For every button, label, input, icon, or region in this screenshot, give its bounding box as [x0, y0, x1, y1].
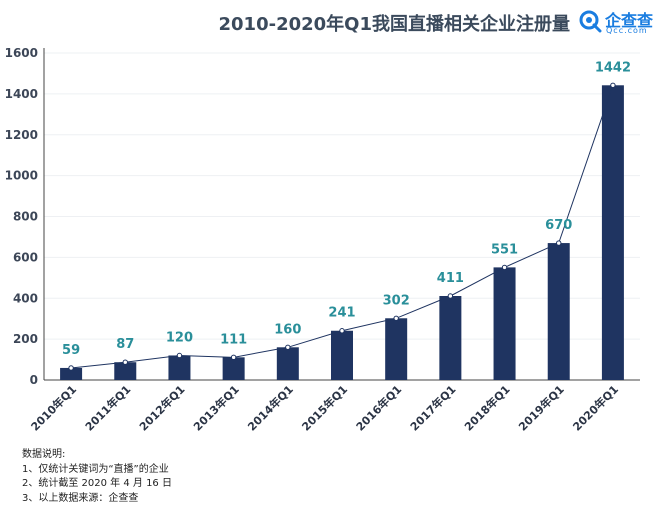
- data-label: 87: [116, 337, 134, 352]
- bar: [493, 267, 516, 380]
- x-tick-label: 2019年Q1: [515, 382, 566, 433]
- data-label: 241: [328, 306, 355, 321]
- x-tick-label: 2012年Q1: [136, 382, 187, 433]
- trend-point: [230, 354, 237, 361]
- bar: [222, 357, 245, 380]
- x-tick-label: 2017年Q1: [407, 382, 458, 433]
- y-tick-label: 1200: [5, 128, 38, 142]
- y-tick-label: 1000: [5, 169, 38, 183]
- data-notes: 数据说明: 1、仅统计关键词为“直播”的企业 2、统计截至 2020 年 4 月…: [22, 448, 172, 506]
- data-label: 411: [437, 271, 464, 286]
- y-tick-label: 200: [13, 332, 38, 346]
- trend-point: [556, 240, 562, 246]
- y-tick-label: 400: [13, 291, 38, 305]
- bar: [601, 85, 624, 380]
- x-tick-label: 2020年Q1: [570, 382, 621, 433]
- brand-url: Qcc.com: [606, 26, 648, 35]
- bar: [439, 296, 462, 380]
- trend-point: [68, 365, 74, 371]
- data-label: 1442: [595, 60, 631, 75]
- bar: [331, 330, 353, 380]
- data-label: 302: [383, 293, 410, 308]
- bar: [547, 243, 570, 380]
- x-tick-label: 2015年Q1: [299, 382, 350, 433]
- bar: [60, 367, 83, 380]
- x-tick-label: 2018年Q1: [461, 382, 512, 433]
- trend-point: [339, 328, 345, 334]
- x-tick-label: 2011年Q1: [82, 382, 133, 433]
- data-label: 670: [545, 218, 572, 233]
- y-tick-label: 1600: [5, 46, 38, 60]
- trend-point: [176, 352, 183, 359]
- x-tick-label: 2013年Q1: [190, 382, 241, 433]
- y-tick-label: 800: [13, 210, 38, 224]
- trend-point: [447, 293, 454, 299]
- notes-line-2: 2、统计截至 2020 年 4 月 16 日: [22, 478, 172, 489]
- x-tick-label: 2010年Q1: [28, 382, 79, 433]
- bar: [168, 355, 191, 380]
- bar-chart: 0 200 400 600 800 1000 1200 1400 1600 59 87 120 111 1…: [5, 46, 640, 434]
- chart-title: 2010-2020年Q1我国直播相关企业注册量: [218, 14, 571, 35]
- trend-point: [393, 315, 399, 321]
- bar: [114, 362, 137, 380]
- trend-point: [285, 344, 291, 350]
- data-label: 111: [220, 332, 247, 347]
- data-label: 551: [491, 242, 518, 257]
- trend-point: [501, 264, 508, 271]
- data-label: 59: [62, 343, 80, 358]
- trend-point: [610, 82, 616, 88]
- bar: [385, 318, 408, 380]
- brand-logo: 企查查 Qcc.com: [578, 6, 662, 38]
- y-tick-label: 1400: [5, 87, 38, 101]
- qcc-logo-icon: [579, 10, 602, 33]
- notes-line-1: 1、仅统计关键词为“直播”的企业: [22, 463, 169, 475]
- x-tick-label: 2014年Q1: [245, 382, 296, 433]
- trend-point: [122, 359, 128, 365]
- y-tick-label: 0: [30, 373, 38, 387]
- x-tick-label: 2016年Q1: [353, 382, 404, 433]
- bar: [276, 347, 299, 380]
- data-label: 160: [274, 322, 301, 337]
- notes-heading: 数据说明:: [22, 449, 66, 460]
- y-tick-label: 600: [13, 250, 38, 264]
- notes-line-3: 3、以上数据来源：企查查: [22, 492, 139, 504]
- trend-line: [71, 85, 614, 369]
- brand-name: 企查查: [605, 11, 654, 30]
- data-label: 120: [166, 330, 193, 345]
